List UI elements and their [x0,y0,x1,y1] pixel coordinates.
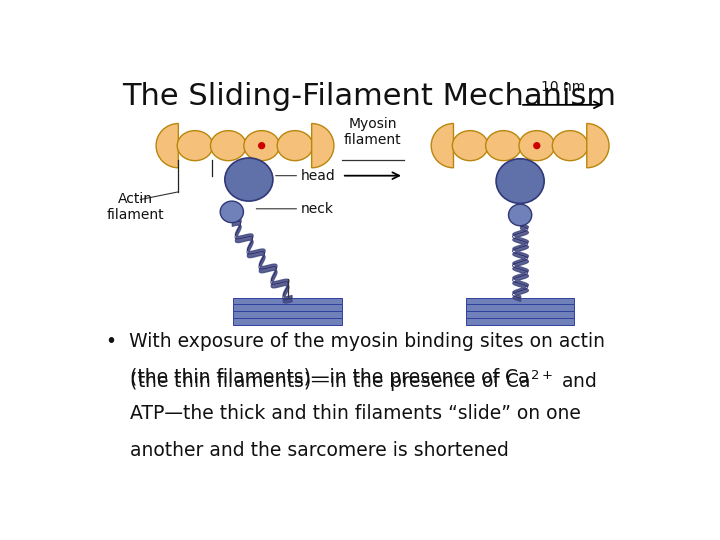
Wedge shape [312,124,334,168]
Text: 10 nm: 10 nm [541,80,585,94]
Text: head: head [301,168,336,183]
Bar [233,318,342,325]
Ellipse shape [552,131,588,161]
Text: •  With exposure of the myosin binding sites on actin: • With exposure of the myosin binding si… [106,332,605,351]
Ellipse shape [452,131,488,161]
Wedge shape [156,124,179,168]
Bar [233,298,342,305]
Ellipse shape [277,131,312,161]
Bar [466,305,575,311]
Ellipse shape [225,158,273,201]
Wedge shape [587,124,609,168]
Circle shape [258,143,265,148]
Ellipse shape [485,131,521,161]
Circle shape [534,143,540,148]
Ellipse shape [519,131,554,161]
Text: (the thin filaments)—in the presence of Ca: (the thin filaments)—in the presence of … [106,368,529,387]
Bar [466,311,575,318]
Wedge shape [431,124,454,168]
Bar [466,298,575,305]
Text: The Sliding-Filament Mechanism: The Sliding-Filament Mechanism [122,82,616,111]
Ellipse shape [210,131,246,161]
Ellipse shape [220,201,243,222]
Text: neck: neck [301,202,334,216]
Ellipse shape [496,159,544,204]
Bar [233,311,342,318]
Text: Actin
filament: Actin filament [106,192,163,222]
Text: another and the sarcomere is shortened: another and the sarcomere is shortened [106,441,508,460]
Ellipse shape [244,131,279,161]
Ellipse shape [177,131,213,161]
Ellipse shape [508,204,532,226]
Bar [233,305,342,311]
Bar [466,318,575,325]
Text: Myosin
filament: Myosin filament [344,117,402,147]
Text: ATP—the thick and thin filaments “slide” on one: ATP—the thick and thin filaments “slide”… [106,404,580,423]
Text: (the thin filaments)—in the presence of Ca$^{2+}$ and: (the thin filaments)—in the presence of … [106,368,596,394]
